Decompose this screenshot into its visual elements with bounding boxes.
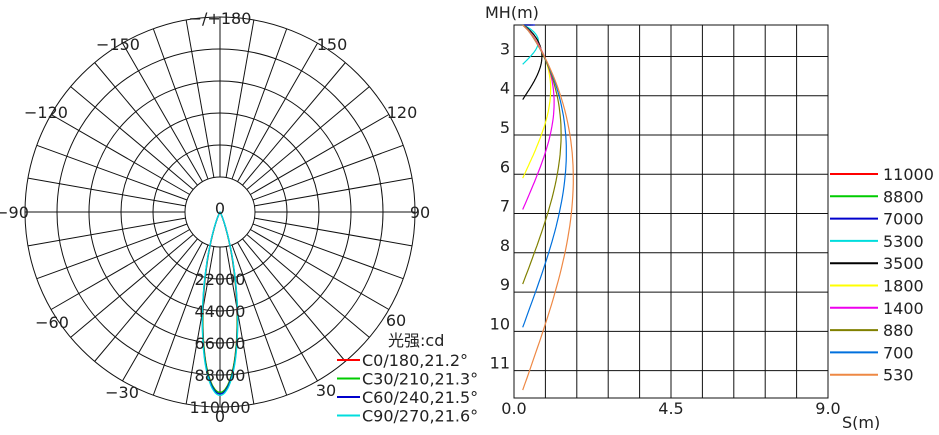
polar-grid [24,16,416,408]
isolux-ytick-3: 6 [500,157,510,176]
polar-angle-label-7: −60 [35,313,69,332]
polar-radial-label-5: 110000 [189,398,250,417]
polar-spoke-50 [246,234,370,338]
isolux-legend: 11000 8800 7000 5300 3500 1800 1400 880 700 530 [830,165,934,385]
isolux-grid [513,24,829,399]
polar-spoke-60 [250,229,390,310]
polar-spoke-20 [231,244,288,396]
isolux-xtick-1: 4.5 [658,399,683,418]
isolux-legend-label-7: 880 [883,321,914,340]
polar-spoke-320 [94,238,198,362]
polar-unit-label: 光强:cd [388,331,444,350]
polar-spoke-150 [237,42,318,182]
isolux-ytick-2: 5 [500,118,510,137]
polar-spoke-140 [242,62,346,186]
polar-spoke-30 [237,242,318,382]
polar-spoke-310 [70,234,194,338]
polar-spoke-290 [36,223,188,280]
isolux-curves [522,24,574,391]
polar-angle-label-9: −30 [105,383,139,402]
isolux-ylabel: MH(m) [485,3,539,22]
polar-spoke-330 [122,242,203,382]
isolux-ytick-4: 7 [500,197,510,216]
isolux-legend-label-2: 7000 [883,210,924,229]
polar-spoke-70 [252,223,404,280]
polar-angle-label-1: −150 [96,35,140,54]
polar-angle-label-0: −/+180 [189,9,252,28]
polar-spoke-10 [225,246,255,405]
isolux-legend-label-4: 3500 [883,254,924,273]
polar-angle-label-11: 0 [215,407,225,426]
isolux-ytick-7: 10 [490,314,510,333]
polar-spoke-100 [254,177,413,207]
polar-angle-label-10: 30 [316,381,336,400]
isolux-xlabel: S(m) [842,413,880,430]
polar-angle-label-2: 150 [317,35,348,54]
polar-spoke-220 [94,62,198,186]
isolux-curve-9 [522,24,574,391]
isolux-legend-label-0: 11000 [883,165,934,184]
isolux-labels: MH(m) S(m) 3 4 5 6 7 8 9 10 11 0.0 4.5 9.0 [485,3,880,432]
polar-angle-label-3: −120 [24,103,68,122]
polar-legend-label-2: C60/240,21.5° [362,388,478,407]
polar-spoke-130 [246,86,370,190]
polar-angle-label-4: 120 [387,103,418,122]
polar-radial-label-4: 88000 [195,366,246,385]
isolux-legend-label-1: 8800 [883,187,924,206]
polar-radial-label-0: 0 [215,199,225,218]
polar-spoke-350 [185,246,215,405]
polar-spoke-190 [185,19,215,178]
isolux-legend-label-6: 1400 [883,299,924,318]
isolux-legend-label-9: 530 [883,366,914,385]
isolux-curve-7 [522,24,562,285]
polar-radial-label-3: 66000 [195,334,246,353]
isolux-curve-4 [522,24,543,100]
polar-spoke-80 [254,217,413,247]
polar-spoke-110 [252,144,404,201]
polar-spoke-300 [50,229,190,310]
polar-spoke-160 [231,28,288,180]
isolux-ytick-0: 3 [500,39,510,58]
isolux-ytick-5: 8 [500,236,510,255]
polar-spoke-340 [152,244,209,396]
isolux-legend-label-3: 5300 [883,232,924,251]
polar-spoke-230 [70,86,194,190]
polar-legend-label-3: C90/270,21.6° [362,407,478,426]
isolux-legend-label-8: 700 [883,343,914,362]
polar-legend-label-0: C0/180,21.2° [362,351,468,370]
polar-spoke-250 [36,144,188,201]
isolux-curve-8 [522,24,567,328]
polar-spoke-260 [27,177,186,207]
isolux-ytick-6: 9 [500,275,510,294]
polar-spoke-210 [122,42,203,182]
polar-curve-3 [201,211,239,397]
polar-spoke-200 [152,28,209,180]
polar-legend: 光强:cdC0/180,21.2°C30/210,21.3°C60/240,21… [337,331,478,426]
polar-labels: −/+180 −150 150 −120 120 −90 90 −60 60 −30 30 0 0 220… [0,9,430,426]
polar-angle-label-6: 90 [410,203,430,222]
polar-spoke-120 [250,114,390,195]
polar-angle-label-8: 60 [386,311,406,330]
isolux-curve-6 [522,24,555,210]
polar-curves [201,211,239,397]
polar-spoke-280 [27,217,186,247]
isolux-legend-label-5: 1800 [883,277,924,296]
polar-radial-label-1: 22000 [195,270,246,289]
isolux-ytick-8: 11 [490,354,510,373]
polar-spoke-40 [242,238,346,362]
polar-angle-label-5: −90 [0,203,29,222]
isolux-ytick-1: 4 [500,79,510,98]
polar-spoke-240 [50,114,190,195]
polar-radial-label-2: 44000 [195,302,246,321]
polar-legend-label-1: C30/210,21.3° [362,370,478,389]
isolux-xtick-0: 0.0 [501,399,526,418]
isolux-xtick-2: 9.0 [815,399,840,418]
polar-spoke-170 [225,19,255,178]
